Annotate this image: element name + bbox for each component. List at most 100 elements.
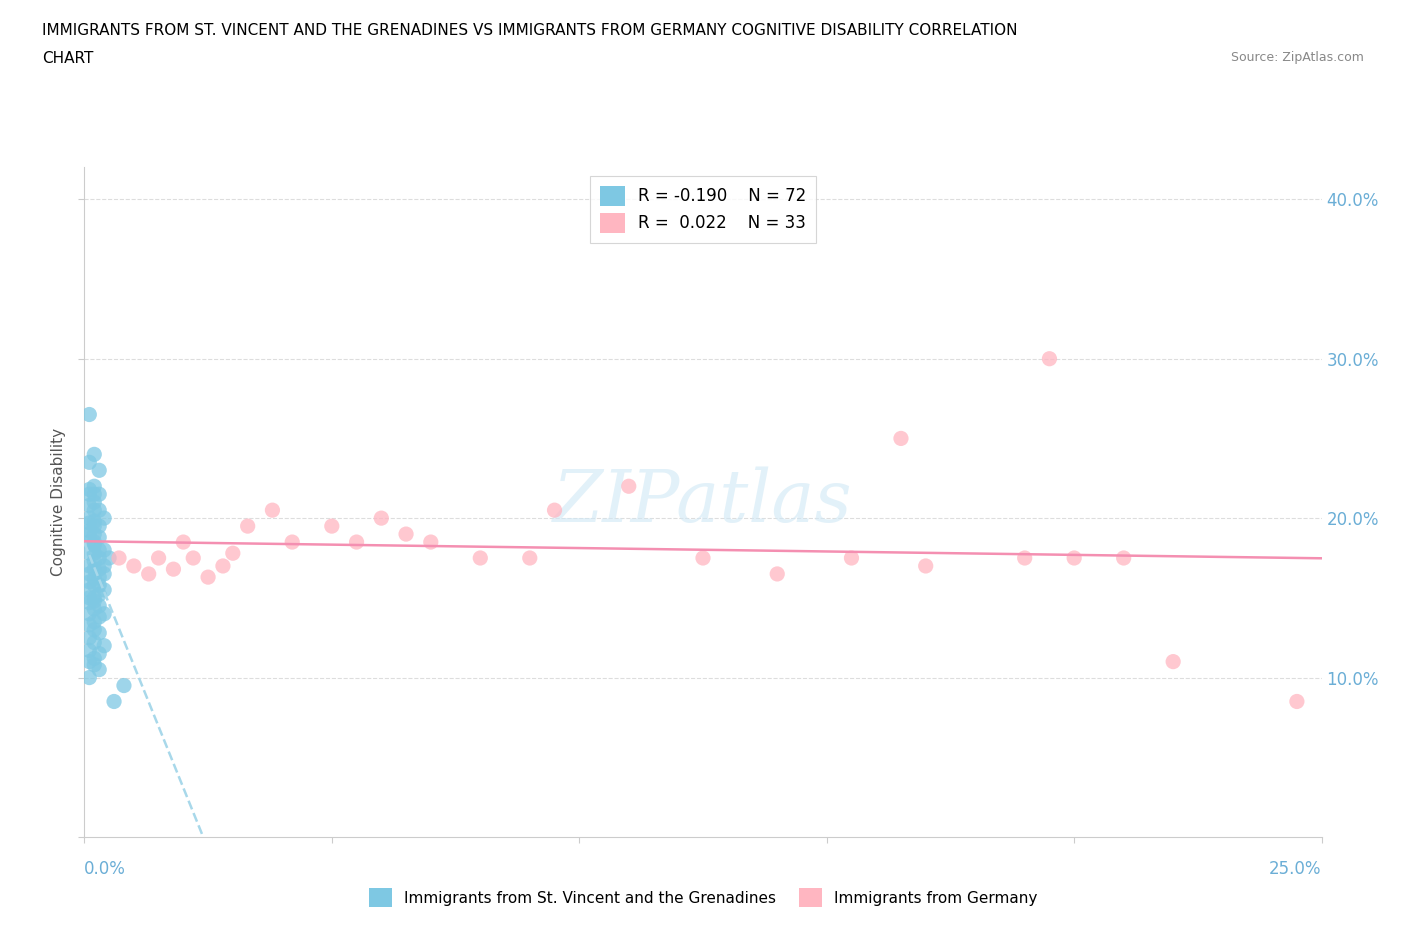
Text: Source: ZipAtlas.com: Source: ZipAtlas.com (1230, 51, 1364, 64)
Point (79, 511, 101, 525)
Point (93, 566, 115, 581)
Point (83, 591, 105, 605)
Point (83, 635, 105, 650)
Point (79, 535, 101, 550)
Point (148, 551, 170, 565)
Point (89, 519, 111, 534)
Point (281, 535, 304, 550)
Point (79, 618, 101, 632)
Point (1112, 551, 1135, 565)
Point (89, 542, 111, 557)
Point (79, 654, 101, 669)
Point (162, 562, 184, 577)
Point (83, 651, 105, 666)
Point (83, 658, 105, 672)
Point (692, 551, 714, 565)
Point (79, 595, 101, 610)
Point (1285, 694, 1308, 709)
Point (89, 486, 111, 501)
Point (89, 662, 111, 677)
Point (83, 479, 105, 494)
Point (89, 503, 111, 518)
Legend: Immigrants from St. Vincent and the Grenadines, Immigrants from Germany: Immigrants from St. Vincent and the Gren… (363, 883, 1043, 913)
Point (197, 570, 219, 585)
Point (841, 551, 863, 565)
Point (617, 479, 640, 494)
Point (89, 463, 111, 478)
Text: 0.0%: 0.0% (84, 860, 127, 878)
Point (79, 515, 101, 530)
Point (112, 678, 135, 693)
Point (83, 622, 105, 637)
Point (89, 562, 111, 577)
Point (766, 566, 789, 581)
Point (79, 671, 101, 685)
Point (914, 559, 936, 574)
Point (79, 498, 101, 512)
Point (262, 503, 284, 518)
Point (89, 551, 111, 565)
Point (89, 646, 111, 661)
Point (83, 602, 105, 617)
Point (181, 551, 204, 565)
Point (470, 551, 492, 565)
Point (370, 511, 392, 525)
Point (89, 578, 111, 592)
Point (1161, 654, 1184, 669)
Point (108, 551, 131, 565)
Text: CHART: CHART (42, 51, 94, 66)
Point (890, 431, 912, 445)
Point (89, 587, 111, 602)
Point (93, 542, 115, 557)
Point (83, 571, 105, 586)
Point (1038, 352, 1060, 366)
Point (519, 551, 541, 565)
Point (79, 482, 101, 497)
Point (1063, 551, 1085, 565)
Point (93, 638, 115, 653)
Point (83, 526, 105, 541)
Point (89, 570, 111, 585)
Point (83, 593, 105, 608)
Point (93, 511, 115, 525)
Point (89, 598, 111, 613)
Point (79, 582, 101, 597)
Point (138, 566, 160, 581)
Point (83, 447, 105, 462)
Point (89, 626, 111, 641)
Point (83, 615, 105, 630)
Text: IMMIGRANTS FROM ST. VINCENT AND THE GRENADINES VS IMMIGRANTS FROM GERMANY COGNIT: IMMIGRANTS FROM ST. VINCENT AND THE GREN… (42, 23, 1018, 38)
Point (79, 559, 101, 574)
Point (83, 514, 105, 529)
Point (89, 530, 111, 545)
Point (79, 546, 101, 561)
Point (79, 591, 101, 605)
Point (93, 559, 115, 574)
Point (103, 694, 125, 709)
Point (83, 519, 105, 534)
Point (93, 606, 115, 621)
Point (321, 519, 343, 534)
Text: 25.0%: 25.0% (1270, 860, 1322, 878)
Point (79, 606, 101, 621)
Point (172, 535, 194, 550)
Point (79, 566, 101, 581)
Point (93, 582, 115, 597)
Point (79, 486, 101, 501)
Point (122, 559, 145, 574)
Point (79, 631, 101, 645)
Point (83, 562, 105, 577)
Point (419, 535, 441, 550)
Point (83, 486, 105, 501)
Point (79, 524, 101, 538)
Point (83, 553, 105, 568)
Point (83, 578, 105, 592)
Point (83, 503, 105, 518)
Point (79, 407, 101, 422)
Legend: R = -0.190    N = 72, R =  0.022    N = 33: R = -0.190 N = 72, R = 0.022 N = 33 (589, 176, 817, 243)
Point (89, 609, 111, 624)
Point (79, 643, 101, 658)
Point (98, 551, 121, 565)
Point (212, 559, 235, 574)
Point (79, 575, 101, 590)
